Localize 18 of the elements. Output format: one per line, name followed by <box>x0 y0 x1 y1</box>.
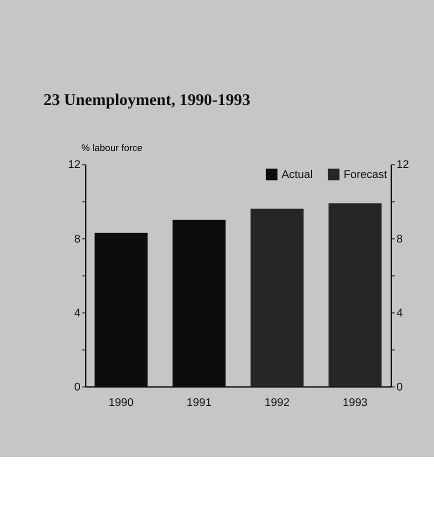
y-tick-label: 4 <box>74 307 81 320</box>
x-tick-label: 1990 <box>108 396 134 409</box>
bar <box>250 208 304 387</box>
chart-title: 23 Unemployment, 1990-1993 <box>44 90 250 109</box>
y2-tick-label: 12 <box>396 159 409 172</box>
y2-tick-label: 4 <box>396 307 403 320</box>
y-axis-title: % labour force <box>81 143 142 154</box>
legend-label: Forecast <box>344 168 388 181</box>
x-tick-label: 1993 <box>342 396 368 409</box>
bar <box>328 203 382 387</box>
y-tick-label: 0 <box>74 381 81 394</box>
legend-label: Actual <box>282 168 313 181</box>
y-tick-label: 8 <box>74 233 81 246</box>
x-tick-label: 1992 <box>264 396 290 409</box>
y-tick-label: 12 <box>68 159 81 172</box>
y2-tick-label: 8 <box>396 233 403 246</box>
y2-tick-label: 0 <box>396 381 403 394</box>
x-tick-label: 1991 <box>186 396 212 409</box>
